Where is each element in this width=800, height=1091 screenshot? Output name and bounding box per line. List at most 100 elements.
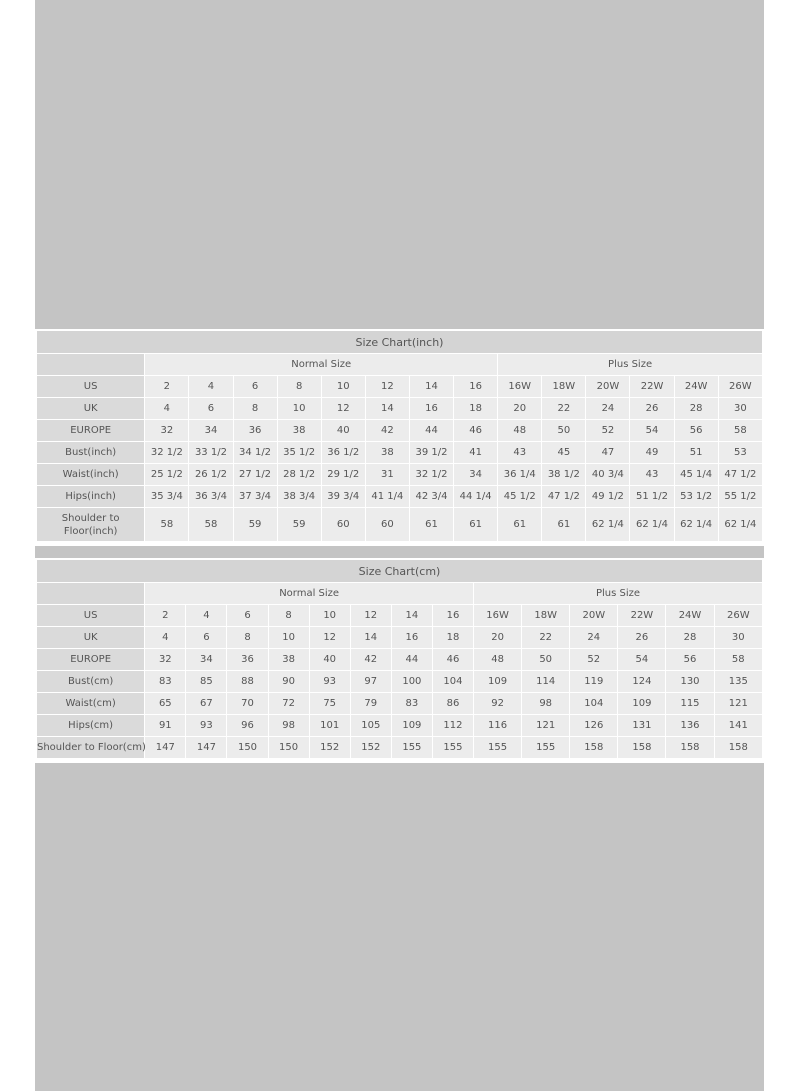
table-cell: 62 1/4 (718, 508, 762, 541)
table-cell: 14 (409, 376, 454, 397)
table-cell: 16W (474, 605, 522, 626)
table-cell: 42 (365, 420, 409, 441)
table-cell: 158 (666, 737, 714, 758)
table-cell: 36 1/4 (498, 464, 542, 485)
table-cell: 47 (586, 442, 630, 463)
table-cell: 101 (309, 715, 350, 736)
table-cell: 12 (309, 627, 350, 648)
table-cell: 10 (309, 605, 350, 626)
table-cell: 61 (542, 508, 586, 541)
table-cell: 20 (474, 627, 522, 648)
table-cell: 6 (227, 605, 268, 626)
table-row: Bust(inch) 32 1/2 33 1/2 34 1/2 35 1/2 36 1/2… (37, 442, 762, 463)
table-cell: 141 (714, 715, 762, 736)
table-cell: 131 (618, 715, 666, 736)
table-cell: 98 (522, 693, 570, 714)
table-cell: 136 (666, 715, 714, 736)
table-cell: 100 (391, 671, 432, 692)
row-label: Bust(inch) (37, 442, 145, 463)
table-cell: 14 (365, 398, 409, 419)
table-cell: 2 (145, 605, 186, 626)
row-label: Bust(cm) (37, 671, 145, 692)
table-cell: 48 (474, 649, 522, 670)
table-cell: 14 (350, 627, 391, 648)
table-cell: 36 3/4 (189, 486, 233, 507)
table-cell: 83 (391, 693, 432, 714)
table-cell: 12 (350, 605, 391, 626)
table-cell: 18W (542, 376, 586, 397)
table-cell: 44 (409, 420, 454, 441)
table-cell: 36 (227, 649, 268, 670)
table-cell: 109 (618, 693, 666, 714)
table-cell: 56 (666, 649, 714, 670)
table-cell: 20W (570, 605, 618, 626)
table-cell: 54 (630, 420, 674, 441)
row-label: Shoulder to Floor(inch) (37, 508, 145, 541)
table-cell: 58 (718, 420, 762, 441)
group-plus-size: Plus Size (474, 583, 762, 604)
table-cell: 20 (498, 398, 542, 419)
table-cell: 26W (714, 605, 762, 626)
table-cell: 18W (522, 605, 570, 626)
table-cell: 8 (268, 605, 309, 626)
table-cell: 90 (268, 671, 309, 692)
table-cell: 6 (233, 376, 277, 397)
group-header-row: Normal Size Plus Size (37, 583, 762, 604)
table-cell: 43 (630, 464, 674, 485)
table-cell: 150 (227, 737, 268, 758)
table-cell: 16W (498, 376, 542, 397)
table-cell: 8 (277, 376, 321, 397)
table-row: US 2 4 6 8 10 12 14 16 16W 18W 20W 22W 24W 26W (37, 376, 762, 397)
table-cell: 28 (674, 398, 718, 419)
table-cell: 114 (522, 671, 570, 692)
table-row: Shoulder to Floor(cm) 147 147 150 150 152 152 1… (37, 737, 762, 758)
table-cell: 16 (391, 627, 432, 648)
table-row: Waist(inch) 25 1/2 26 1/2 27 1/2 28 1/2 29 1/… (37, 464, 762, 485)
table-cell: 92 (474, 693, 522, 714)
table-cell: 51 1/2 (630, 486, 674, 507)
table-cell: 30 (714, 627, 762, 648)
table-cell: 24 (570, 627, 618, 648)
table-cell: 4 (145, 398, 189, 419)
table-cell: 97 (350, 671, 391, 692)
table-cell: 70 (227, 693, 268, 714)
table-cell: 18 (432, 627, 474, 648)
table-cell: 6 (189, 398, 233, 419)
table-cell: 30 (718, 398, 762, 419)
table-cell: 58 (145, 508, 189, 541)
table-cell: 115 (666, 693, 714, 714)
row-label: Waist(cm) (37, 693, 145, 714)
table-cell: 37 3/4 (233, 486, 277, 507)
table-cell: 60 (365, 508, 409, 541)
group-header-row: Normal Size Plus Size (37, 354, 762, 375)
table-cell: 104 (570, 693, 618, 714)
group-plus-size: Plus Size (498, 354, 762, 375)
table-cell: 24W (674, 376, 718, 397)
table-cell: 61 (454, 508, 498, 541)
table-cell: 58 (189, 508, 233, 541)
table-cell: 12 (321, 398, 365, 419)
table-cell: 62 1/4 (674, 508, 718, 541)
table-cell: 91 (145, 715, 186, 736)
table-cell: 60 (321, 508, 365, 541)
table-cell: 20W (586, 376, 630, 397)
table-cell: 51 (674, 442, 718, 463)
row-label: Waist(inch) (37, 464, 145, 485)
table-cell: 22 (542, 398, 586, 419)
table-cell: 50 (522, 649, 570, 670)
table-cell: 67 (186, 693, 227, 714)
table-row: US 2 4 6 8 10 12 14 16 16W 18W 20W 22W 24W 26W (37, 605, 762, 626)
table-cell: 10 (321, 376, 365, 397)
table-cell: 98 (268, 715, 309, 736)
table-cell: 8 (233, 398, 277, 419)
table-cell: 52 (586, 420, 630, 441)
table-cell: 35 3/4 (145, 486, 189, 507)
table-cell: 109 (474, 671, 522, 692)
row-label: EUROPE (37, 420, 145, 441)
table-cell: 130 (666, 671, 714, 692)
table-cell: 32 1/2 (145, 442, 189, 463)
table-cell: 38 3/4 (277, 486, 321, 507)
table-cell: 36 (233, 420, 277, 441)
table-cell: 155 (391, 737, 432, 758)
table-row: UK 4 6 8 10 12 14 16 18 20 22 24 26 28 30 (37, 398, 762, 419)
